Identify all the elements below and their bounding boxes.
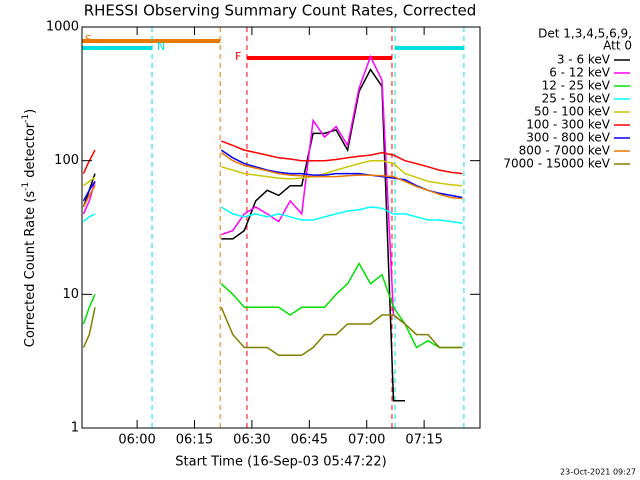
flag-label: F	[235, 50, 241, 63]
legend-label: 6 - 12 keV	[549, 66, 611, 80]
x-tick-label: 06:45	[291, 433, 328, 448]
y-label-part: detector	[23, 122, 38, 182]
y-axis-label: Corrected Count Rate (s-1 detector-1)	[21, 109, 38, 347]
flag-label: S	[85, 33, 92, 46]
series-line	[82, 307, 463, 357]
y-tick-label: 1	[71, 421, 79, 436]
x-tick-label: 06:15	[176, 433, 213, 448]
plot: S N F	[82, 27, 465, 428]
y-tick-label: 10	[62, 287, 79, 302]
legend-label: 300 - 800 keV	[526, 131, 610, 145]
series-line	[82, 151, 463, 208]
legend-label: 50 - 100 keV	[534, 105, 611, 119]
y-label-part: Corrected Count Rate (s	[23, 191, 38, 348]
x-axis-label: Start Time (16-Sep-03 05:47:22)	[175, 455, 386, 470]
legend-header: Det 1,3,4,5,6,9,	[538, 27, 632, 41]
series-line	[83, 206, 463, 225]
x-tick-label: 07:00	[348, 433, 385, 448]
series-line	[82, 261, 463, 349]
x-tick-label: 07:15	[405, 433, 442, 448]
flag-label: N	[157, 40, 165, 53]
legend-label: 3 - 6 keV	[557, 53, 611, 67]
chart-title: RHESSI Observing Summary Count Rates, Co…	[84, 2, 477, 20]
x-tick-label: 06:00	[118, 433, 155, 448]
y-label-part: )	[23, 109, 38, 114]
footer: 23-Oct-2021 09:27	[560, 468, 636, 477]
x-tick-label: 06:30	[233, 433, 270, 448]
plot-frame	[81, 26, 481, 429]
legend-label: 7000 - 15000 keV	[503, 157, 610, 171]
legend-label: 12 - 25 keV	[542, 79, 611, 93]
legend-header: Att 0	[603, 39, 632, 53]
legend-label: 800 - 7000 keV	[519, 144, 611, 158]
y-label-sup: -1	[21, 182, 31, 191]
legend-label: 100 - 300 keV	[526, 118, 610, 132]
y-tick-label: 100	[54, 153, 79, 168]
y-label-sup: -1	[21, 114, 31, 123]
y-tick-label: 1000	[46, 20, 79, 35]
series-line	[83, 159, 463, 187]
legend-label: 25 - 50 keV	[542, 92, 611, 106]
